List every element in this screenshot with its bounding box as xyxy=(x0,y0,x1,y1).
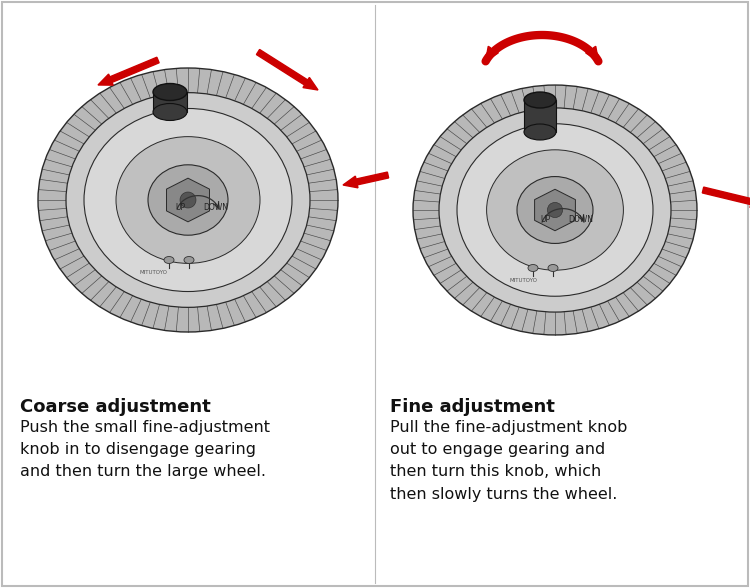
Ellipse shape xyxy=(528,265,538,272)
Ellipse shape xyxy=(524,92,556,108)
Circle shape xyxy=(548,202,562,218)
Ellipse shape xyxy=(84,108,292,292)
FancyArrow shape xyxy=(343,172,388,188)
Ellipse shape xyxy=(184,256,194,263)
FancyArrow shape xyxy=(586,46,598,61)
Ellipse shape xyxy=(164,256,174,263)
Ellipse shape xyxy=(524,124,556,140)
Text: UP: UP xyxy=(540,215,550,225)
Bar xyxy=(524,100,556,132)
Ellipse shape xyxy=(439,108,671,312)
Text: Fine adjustment: Fine adjustment xyxy=(390,398,555,416)
Ellipse shape xyxy=(487,150,623,270)
Ellipse shape xyxy=(148,165,228,235)
Polygon shape xyxy=(535,189,575,230)
Text: DOWN: DOWN xyxy=(203,202,229,212)
FancyArrow shape xyxy=(702,187,750,208)
Text: UP: UP xyxy=(175,202,185,212)
Ellipse shape xyxy=(153,83,187,101)
Ellipse shape xyxy=(153,103,187,121)
FancyArrow shape xyxy=(256,49,318,90)
Text: DOWN: DOWN xyxy=(568,215,593,225)
Ellipse shape xyxy=(548,265,558,272)
Text: Push the small fine-adjustment
knob in to disengage gearing
and then turn the la: Push the small fine-adjustment knob in t… xyxy=(20,420,270,479)
Ellipse shape xyxy=(38,68,338,332)
Circle shape xyxy=(180,192,196,208)
Text: MITUTOYO: MITUTOYO xyxy=(140,269,168,275)
Bar xyxy=(153,92,187,112)
Text: Coarse adjustment: Coarse adjustment xyxy=(20,398,211,416)
FancyArrow shape xyxy=(98,57,159,85)
Ellipse shape xyxy=(66,93,310,308)
FancyArrow shape xyxy=(485,46,498,61)
Ellipse shape xyxy=(457,123,653,296)
Ellipse shape xyxy=(413,85,697,335)
Text: MITUTOYO: MITUTOYO xyxy=(509,278,537,282)
Text: Pull the fine-adjustment knob
out to engage gearing and
then turn this knob, whi: Pull the fine-adjustment knob out to eng… xyxy=(390,420,627,502)
Ellipse shape xyxy=(517,176,593,243)
Polygon shape xyxy=(166,178,209,222)
Ellipse shape xyxy=(116,136,260,263)
